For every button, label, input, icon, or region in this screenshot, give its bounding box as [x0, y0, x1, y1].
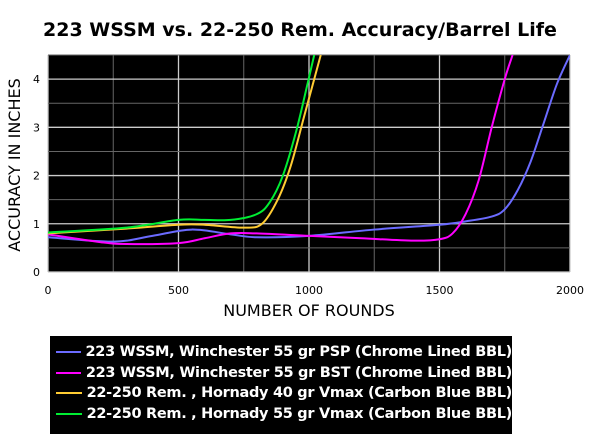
legend-swatch	[56, 371, 81, 374]
legend: 223 WSSM, Winchester 55 gr PSP (Chrome L…	[50, 336, 512, 434]
y-tick-label: 1	[33, 218, 40, 231]
legend-label: 223 WSSM, Winchester 55 gr BST (Chrome L…	[85, 364, 512, 381]
x-tick-label: 1000	[295, 284, 323, 297]
series-line-0	[48, 55, 570, 243]
legend-swatch	[56, 412, 82, 415]
legend-swatch	[56, 392, 82, 395]
x-tick-label: 0	[45, 284, 52, 297]
y-tick-label: 4	[33, 73, 40, 86]
legend-label: 223 WSSM, Winchester 55 gr PSP (Chrome L…	[85, 344, 513, 361]
x-tick-label: 2000	[556, 284, 584, 297]
y-axis-label: ACCURACY IN INCHES	[5, 78, 24, 252]
chart-title: 223 WSSM vs. 22-250 Rem. Accuracy/Barrel…	[43, 19, 557, 41]
y-tick-label: 2	[33, 170, 40, 183]
legend-item: 22-250 Rem. , Hornady 40 gr Vmax (Carbon…	[56, 383, 512, 404]
chart: 223 WSSM vs. 22-250 Rem. Accuracy/Barrel…	[5, 19, 584, 320]
series-line-3	[48, 55, 316, 234]
x-axis-label: NUMBER OF ROUNDS	[223, 301, 395, 320]
x-tick-label: 1500	[426, 284, 454, 297]
series-line-2	[48, 55, 322, 235]
x-tick-label: 500	[168, 284, 189, 297]
legend-item: 223 WSSM, Winchester 55 gr PSP (Chrome L…	[56, 342, 512, 363]
legend-item: 22-250 Rem. , Hornady 55 gr Vmax (Carbon…	[56, 404, 512, 425]
legend-label: 22-250 Rem. , Hornady 40 gr Vmax (Carbon…	[86, 385, 513, 402]
legend-item: 223 WSSM, Winchester 55 gr BST (Chrome L…	[56, 363, 512, 384]
y-tick-label: 0	[33, 266, 40, 279]
legend-label: 22-250 Rem. , Hornady 55 gr Vmax (Carbon…	[86, 405, 513, 422]
series-line-1	[48, 55, 514, 246]
legend-swatch	[56, 351, 81, 354]
y-tick-label: 3	[33, 121, 40, 134]
